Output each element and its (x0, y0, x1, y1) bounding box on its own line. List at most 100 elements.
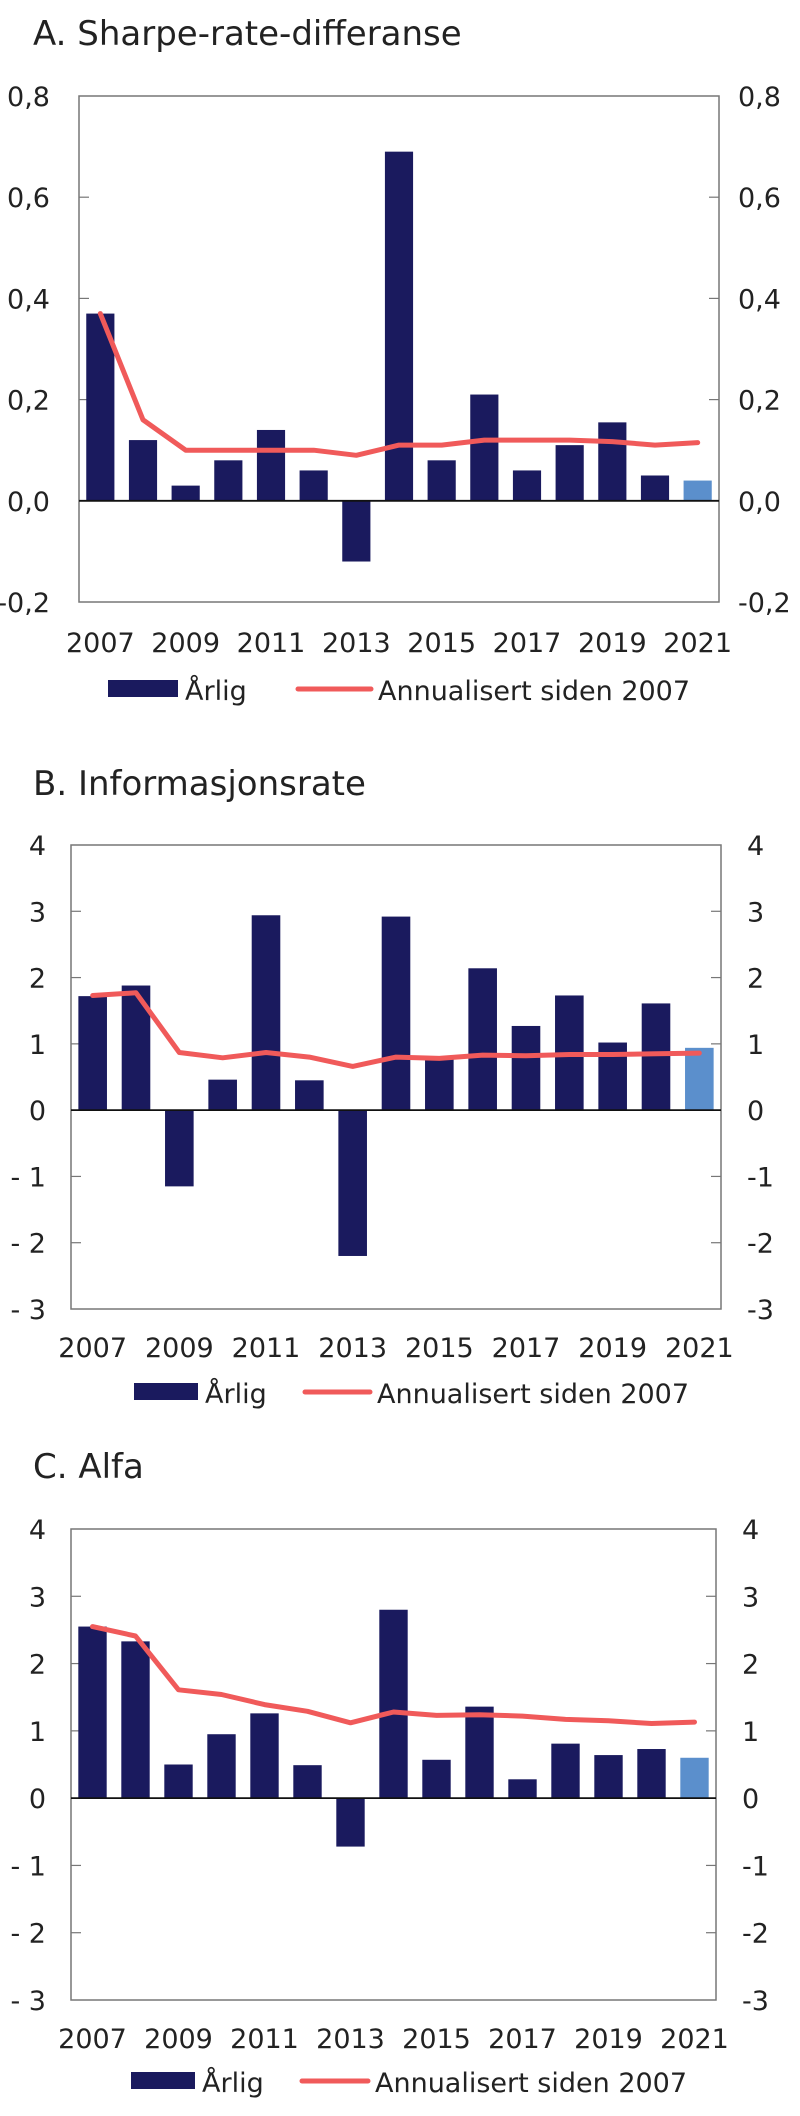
bar-2013 (338, 1110, 367, 1256)
bar-2017 (512, 470, 542, 501)
bar-2015 (427, 460, 456, 501)
y-tick-label-left: - 1 (10, 1162, 46, 1193)
bar-2020 (637, 1749, 666, 1799)
x-tick-label: 2011 (230, 2024, 299, 2055)
x-tick-label: 2017 (492, 1333, 561, 1364)
y-tick-label-right: 0 (742, 1784, 759, 1815)
chart-title: B. Informasjonsrate (33, 764, 366, 804)
x-tick-label: 2015 (402, 2024, 471, 2055)
x-tick-label: 2007 (58, 1333, 127, 1364)
x-tick-label: 2021 (663, 628, 732, 659)
x-tick-label: 2019 (578, 1333, 647, 1364)
x-tick-label: 2015 (407, 628, 476, 659)
bar-2016 (465, 1706, 494, 1799)
x-tick-label: 2013 (316, 2024, 385, 2055)
chart-b: B. Informasjonsrate 4 4 3 3 2 2 1 1 0 0 - 1 -1 - 2 -2 -… (10, 764, 773, 1410)
bar-2016 (470, 394, 499, 501)
bar-2012 (299, 470, 328, 501)
y-tick-label-right: 1 (747, 1030, 764, 1061)
legend-bar-swatch (131, 2072, 195, 2089)
y-tick-label-left: 0 (29, 1096, 46, 1127)
x-tick-label: 2011 (237, 628, 306, 659)
legend-label-annualisert: Annualisert siden 2007 (375, 2068, 687, 2099)
y-tick-label-right: -1 (747, 1162, 774, 1193)
plot-frame (70, 844, 722, 1310)
bar-2012 (293, 1765, 322, 1799)
chart-title: C. Alfa (33, 1447, 144, 1487)
x-tick-label: 2011 (232, 1333, 301, 1364)
y-tick-label-right: 0 (747, 1096, 764, 1127)
bar-2010 (214, 460, 243, 501)
y-tick-label-left: 0,6 (7, 183, 50, 214)
y-tick-label-right: -2 (747, 1229, 774, 1260)
x-tick-label: 2019 (574, 2024, 643, 2055)
bar-2021 (683, 480, 712, 501)
legend-label-annualisert: Annualisert siden 2007 (377, 1379, 689, 1410)
x-tick-label: 2009 (151, 628, 220, 659)
legend-bar-swatch (108, 680, 178, 697)
x-tick-label: 2009 (145, 1333, 214, 1364)
y-tick-label-right: 4 (747, 831, 764, 862)
y-tick-label-right: 2 (742, 1650, 759, 1681)
bar-2021 (685, 1047, 714, 1111)
y-tick-label-right: -2 (742, 1919, 769, 1950)
bar-2010 (207, 1734, 236, 1799)
legend: Årlig Annualisert siden 2007 (108, 675, 690, 707)
y-tick-label-right: 0,8 (738, 82, 781, 113)
bar-2008 (128, 440, 158, 501)
y-tick-label-left: 0,4 (7, 284, 50, 315)
bar-2014 (381, 916, 411, 1111)
bar-2015 (422, 1759, 451, 1799)
legend: Årlig Annualisert siden 2007 (131, 2067, 687, 2099)
plot-frame (78, 95, 720, 603)
y-tick-label-right: 2 (747, 964, 764, 995)
bar-2008 (121, 1641, 150, 1799)
y-tick-label-left: 0,2 (7, 386, 50, 417)
y-tick-label-right: 0,0 (738, 487, 781, 518)
legend-label-annualisert: Annualisert siden 2007 (378, 676, 690, 707)
legend: Årlig Annualisert siden 2007 (134, 1378, 689, 1410)
y-tick-label-left: -0,2 (0, 588, 50, 619)
bar-2016 (468, 968, 497, 1111)
bar-2013 (342, 500, 371, 562)
y-tick-label-left: 4 (29, 831, 46, 862)
y-tick-label-right: 1 (742, 1717, 759, 1748)
chart-title: A. Sharpe-rate-differanse (33, 14, 462, 54)
x-tick-label: 2021 (665, 1333, 734, 1364)
x-tick-label: 2021 (660, 2024, 729, 2055)
y-tick-label-left: 2 (29, 1650, 46, 1681)
bar-2019 (598, 422, 627, 501)
x-tick-label: 2017 (493, 628, 562, 659)
y-tick-label-left: 0 (29, 1784, 46, 1815)
y-tick-label-right: 4 (742, 1515, 759, 1546)
y-tick-label-right: 3 (742, 1582, 759, 1613)
y-tick-label-right: -3 (747, 1295, 774, 1326)
y-tick-label-left: 4 (29, 1515, 46, 1546)
legend-label-arlig: Årlig (185, 675, 247, 707)
bar-2020 (641, 1003, 671, 1111)
bar-2009 (164, 1764, 193, 1799)
bar-2018 (551, 1743, 580, 1799)
bar-2007 (78, 996, 107, 1111)
bar-2012 (295, 1080, 324, 1111)
x-tick-label: 2007 (66, 628, 135, 659)
y-tick-label-left: - 2 (10, 1919, 46, 1950)
x-tick-label: 2015 (405, 1333, 474, 1364)
x-tick-label: 2009 (144, 2024, 213, 2055)
bar-2013 (336, 1798, 365, 1847)
bar-2011 (251, 915, 281, 1111)
bar-2009 (165, 1110, 194, 1187)
bar-2017 (511, 1025, 541, 1111)
bar-2020 (640, 475, 670, 501)
y-tick-label-left: 2 (29, 964, 46, 995)
plot-frame (70, 1528, 717, 2001)
bar-2011 (250, 1713, 279, 1799)
y-tick-label-left: - 1 (10, 1851, 46, 1882)
y-tick-label-right: 0,2 (738, 386, 781, 417)
bar-2009 (171, 485, 200, 501)
y-tick-label-left: 3 (29, 1582, 46, 1613)
y-tick-label-left: 1 (29, 1030, 46, 1061)
legend-label-arlig: Årlig (205, 1378, 267, 1410)
x-tick-label: 2013 (322, 628, 391, 659)
